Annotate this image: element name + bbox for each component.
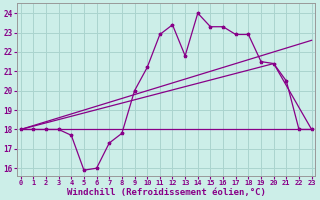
- X-axis label: Windchill (Refroidissement éolien,°C): Windchill (Refroidissement éolien,°C): [67, 188, 266, 197]
